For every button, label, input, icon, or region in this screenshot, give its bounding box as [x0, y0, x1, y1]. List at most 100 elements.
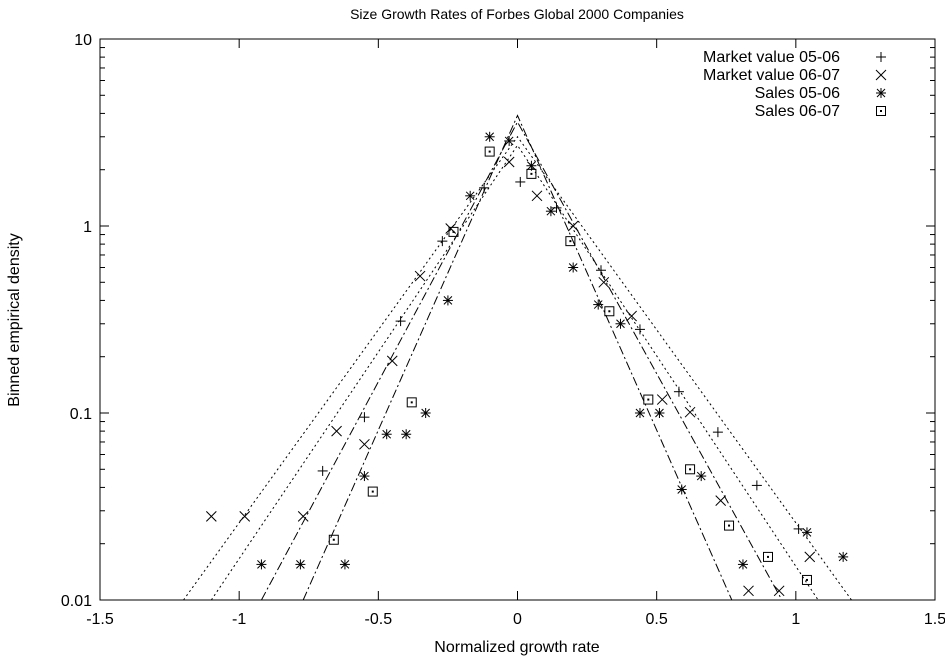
x-tick-label: -1.5: [86, 611, 114, 628]
data-point: [420, 408, 431, 418]
data-point: [654, 408, 665, 418]
data-point: [503, 156, 515, 168]
data-point: [448, 226, 459, 237]
data-point: [359, 412, 370, 423]
data-point: [465, 190, 476, 201]
legend-marker: [876, 106, 886, 116]
legend-label: Market value 05-06: [703, 49, 840, 66]
data-point: [773, 585, 785, 597]
data-point: [751, 480, 762, 491]
data-point: [328, 534, 339, 545]
x-tick-label: 1.5: [924, 611, 945, 628]
x-tick-label: 1: [791, 611, 800, 628]
legend-marker: [876, 52, 886, 62]
chart-title: Size Growth Rates of Forbes Global 2000 …: [350, 6, 684, 22]
data-point: [526, 160, 537, 171]
data-point: [565, 236, 576, 247]
data-point: [712, 427, 723, 438]
x-tick-label: -0.5: [365, 611, 393, 628]
data-point: [484, 131, 495, 142]
data-point: [838, 551, 849, 562]
data-point: [504, 135, 515, 146]
x-tick-label: -1: [232, 611, 246, 628]
fit-line: [183, 135, 852, 601]
data-point: [406, 397, 417, 408]
data-point: [634, 408, 645, 418]
y-tick-label: 10: [74, 32, 92, 49]
data-point: [297, 511, 309, 522]
data-point: [684, 406, 696, 418]
data-point: [763, 551, 773, 562]
legend-marker: [876, 88, 886, 98]
data-point: [205, 511, 217, 522]
data-point: [339, 559, 350, 570]
data-point: [526, 168, 537, 179]
x-tick-label: 0: [513, 611, 522, 628]
x-axis-title: Normalized growth rate: [434, 639, 600, 656]
data-point: [615, 318, 626, 329]
legend-label: Market value 06-07: [703, 67, 840, 84]
data-point: [685, 464, 696, 475]
data-point: [626, 310, 637, 322]
data-point: [804, 551, 816, 563]
data-point: [531, 190, 543, 202]
data-point: [359, 438, 370, 450]
data-point: [673, 386, 684, 397]
data-point: [545, 206, 556, 217]
data-point: [381, 429, 392, 440]
data-points: [205, 131, 849, 597]
data-point: [696, 471, 707, 482]
data-point: [414, 270, 426, 282]
data-point: [401, 429, 412, 440]
data-point: [634, 324, 645, 335]
data-point: [239, 511, 251, 522]
y-axis-title: Binned empirical density: [6, 233, 23, 406]
data-point: [442, 295, 453, 306]
data-point: [596, 265, 606, 276]
data-point: [604, 306, 615, 317]
data-point: [437, 236, 448, 247]
fit-line: [302, 114, 733, 601]
fit-line: [260, 120, 783, 601]
data-point: [567, 220, 579, 232]
data-point: [737, 559, 748, 570]
legend-label: Sales 05-06: [755, 85, 840, 102]
data-point: [359, 471, 370, 482]
data-point: [367, 486, 378, 497]
data-point: [479, 182, 490, 193]
fit-lines: [183, 114, 852, 601]
data-point: [395, 316, 406, 327]
fit-line: [210, 144, 819, 601]
data-point: [656, 394, 668, 405]
y-axis: 0.01 0.1 1 10: [61, 32, 935, 610]
data-point: [676, 484, 687, 495]
data-point: [598, 276, 610, 288]
legend-label: Sales 06-07: [755, 103, 840, 120]
data-point: [801, 527, 812, 538]
data-point: [568, 262, 579, 273]
data-point: [331, 425, 342, 437]
data-point: [743, 585, 754, 597]
y-tick-label: 1: [83, 219, 92, 236]
data-point: [724, 520, 735, 531]
plot-frame: [99, 38, 936, 601]
data-point: [643, 394, 654, 405]
y-tick-label: 0.1: [70, 406, 92, 423]
data-point: [801, 574, 812, 585]
data-point: [295, 559, 306, 570]
data-point: [551, 202, 562, 213]
x-tick-label: 0.5: [646, 611, 668, 628]
data-point: [386, 355, 398, 367]
data-point: [593, 299, 604, 310]
data-point: [256, 559, 267, 570]
legend-marker: [875, 69, 887, 81]
y-tick-label: 0.01: [61, 593, 92, 610]
data-point: [715, 495, 727, 506]
x-axis: -1.5 -1 -0.5 0 0.5 1 1.5: [86, 39, 945, 628]
data-point: [793, 523, 804, 534]
data-point: [484, 146, 495, 157]
data-point: [317, 465, 328, 476]
data-point: [515, 176, 526, 187]
